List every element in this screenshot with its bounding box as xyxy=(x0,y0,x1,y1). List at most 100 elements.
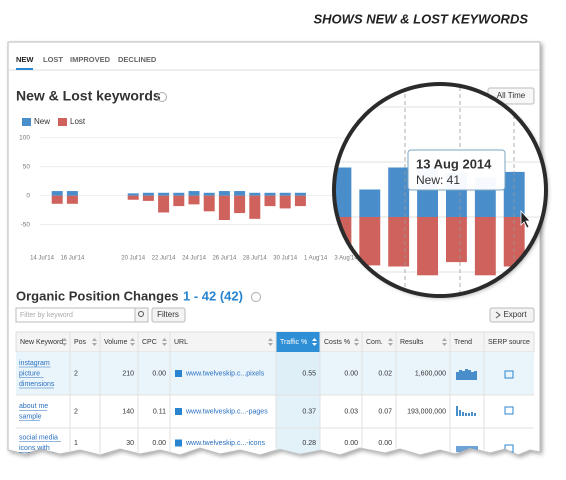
cell: 2 xyxy=(74,370,78,377)
bar xyxy=(127,195,139,200)
info-icon xyxy=(157,92,167,102)
column-header[interactable]: Volume xyxy=(104,339,127,346)
x-tick-label: 1 Aug'14 xyxy=(304,256,328,262)
keyword-link[interactable]: icons with xyxy=(19,445,50,452)
tooltip xyxy=(407,149,506,191)
bar xyxy=(264,195,276,207)
bar xyxy=(66,195,78,204)
cell: 2 xyxy=(74,408,78,415)
x-tick-label: 24 Jul'14 xyxy=(182,256,206,262)
column-header[interactable]: URL xyxy=(174,339,188,346)
column-header[interactable]: Results xyxy=(400,339,424,346)
panel-content: New & Lost keywords All Time New Lost -50 0… xyxy=(8,55,540,455)
table-title: Organic Position Changes xyxy=(16,288,179,303)
url-link[interactable]: www.twelveskip.c...-icons xyxy=(185,440,265,447)
cell: 0.02 xyxy=(378,370,392,377)
url-link[interactable]: www.twelveskip.c...pixels xyxy=(185,370,265,377)
column-header[interactable]: CPC xyxy=(142,339,157,346)
tab[interactable]: IMPROVED xyxy=(70,55,111,64)
bar xyxy=(173,195,185,207)
cell: 0.55 xyxy=(302,370,316,377)
x-tick-label: 30 Jul'14 xyxy=(273,256,297,262)
filters-button[interactable] xyxy=(151,307,186,323)
column-header[interactable]: Pos xyxy=(74,339,87,346)
table: New Keyword Pos Volume CPC URL Traffic % Costs… xyxy=(16,332,534,455)
bar xyxy=(158,195,170,213)
tab[interactable]: DECLINED xyxy=(118,55,157,64)
url-link[interactable]: www.twelveskip.c...-pages xyxy=(185,408,268,415)
sort-arrows xyxy=(268,338,273,346)
legend-swatch xyxy=(58,118,67,126)
column-header[interactable]: New Keyword xyxy=(20,339,63,346)
bar xyxy=(203,195,215,212)
keyword-link[interactable]: social media xyxy=(19,435,58,442)
x-tick-label: 20 Jul'14 xyxy=(121,256,145,262)
column-header[interactable]: Trend xyxy=(454,339,472,346)
cell: 1 xyxy=(74,440,78,447)
sort-arrows xyxy=(354,338,359,346)
row-highlight xyxy=(16,352,534,395)
keyword-link[interactable]: picture xyxy=(19,370,40,377)
bar xyxy=(264,192,276,196)
keyword-link[interactable]: dimensions xyxy=(19,381,55,388)
bar xyxy=(188,191,200,196)
export-button-label: Export xyxy=(503,310,527,319)
bar xyxy=(127,193,139,196)
tab[interactable]: NEW xyxy=(16,55,34,64)
heading: SHOWS NEW & LOST KEYWORDS xyxy=(314,11,529,26)
section-title: New & Lost keywords xyxy=(16,88,161,104)
cell: 140 xyxy=(122,408,134,415)
bar xyxy=(51,195,63,204)
y-tick-label: 50 xyxy=(23,163,31,170)
cell: 0.11 xyxy=(153,408,166,415)
bar xyxy=(203,192,215,196)
column-header[interactable]: SERP source xyxy=(488,339,530,346)
bar xyxy=(294,192,306,196)
info-icon xyxy=(251,292,261,302)
bar xyxy=(417,216,439,276)
keyword-link[interactable]: sample xyxy=(19,414,42,421)
bar xyxy=(294,195,306,207)
x-tick-label: 26 Jul'14 xyxy=(212,256,236,262)
sorted-column xyxy=(276,352,320,455)
search-icon xyxy=(138,311,144,317)
cell: 193,000,000 xyxy=(407,408,446,415)
x-tick-label: 14 Jul'14 xyxy=(30,256,54,262)
bar xyxy=(66,191,78,196)
bar xyxy=(0,208,5,217)
y-tick-label: 0 xyxy=(26,192,30,199)
cell: 0.00 xyxy=(344,370,358,377)
y-tick-label: -50 xyxy=(21,221,31,228)
x-tick-label: 22 Jul'14 xyxy=(152,256,176,262)
sorted-header[interactable] xyxy=(276,332,320,352)
bar xyxy=(359,189,381,217)
tooltip-title: 13 Aug 2014 xyxy=(416,156,492,171)
keyword-link[interactable]: instagram xyxy=(19,360,50,367)
legend-swatch xyxy=(22,118,31,126)
sort-arrows xyxy=(130,338,135,346)
search-button[interactable] xyxy=(134,307,149,323)
export-button[interactable] xyxy=(489,307,535,323)
sort-arrows xyxy=(312,338,317,346)
cell: 0.37 xyxy=(302,408,316,415)
external-link-icon xyxy=(175,408,182,415)
range-button-label: All Time xyxy=(497,91,526,100)
bar xyxy=(359,216,381,266)
keyword-link[interactable]: about me xyxy=(19,403,48,410)
column-header[interactable]: Com. xyxy=(366,339,383,346)
column-header[interactable]: Traffic % xyxy=(280,339,307,346)
filter-placeholder: Filter by keyword xyxy=(20,312,73,319)
bar xyxy=(234,191,246,196)
bar xyxy=(51,191,63,196)
tab[interactable]: LOST xyxy=(43,55,63,64)
trend-sparklines xyxy=(456,369,478,452)
bar xyxy=(158,192,170,196)
cell: 0.00 xyxy=(152,370,166,377)
bar xyxy=(334,167,352,217)
bar xyxy=(249,195,261,219)
bar xyxy=(173,192,185,196)
cell: 1,600,000 xyxy=(415,370,446,377)
filters-button-label: Filters xyxy=(157,310,179,319)
sort-arrows xyxy=(388,338,393,346)
column-header[interactable]: Costs % xyxy=(324,339,350,346)
